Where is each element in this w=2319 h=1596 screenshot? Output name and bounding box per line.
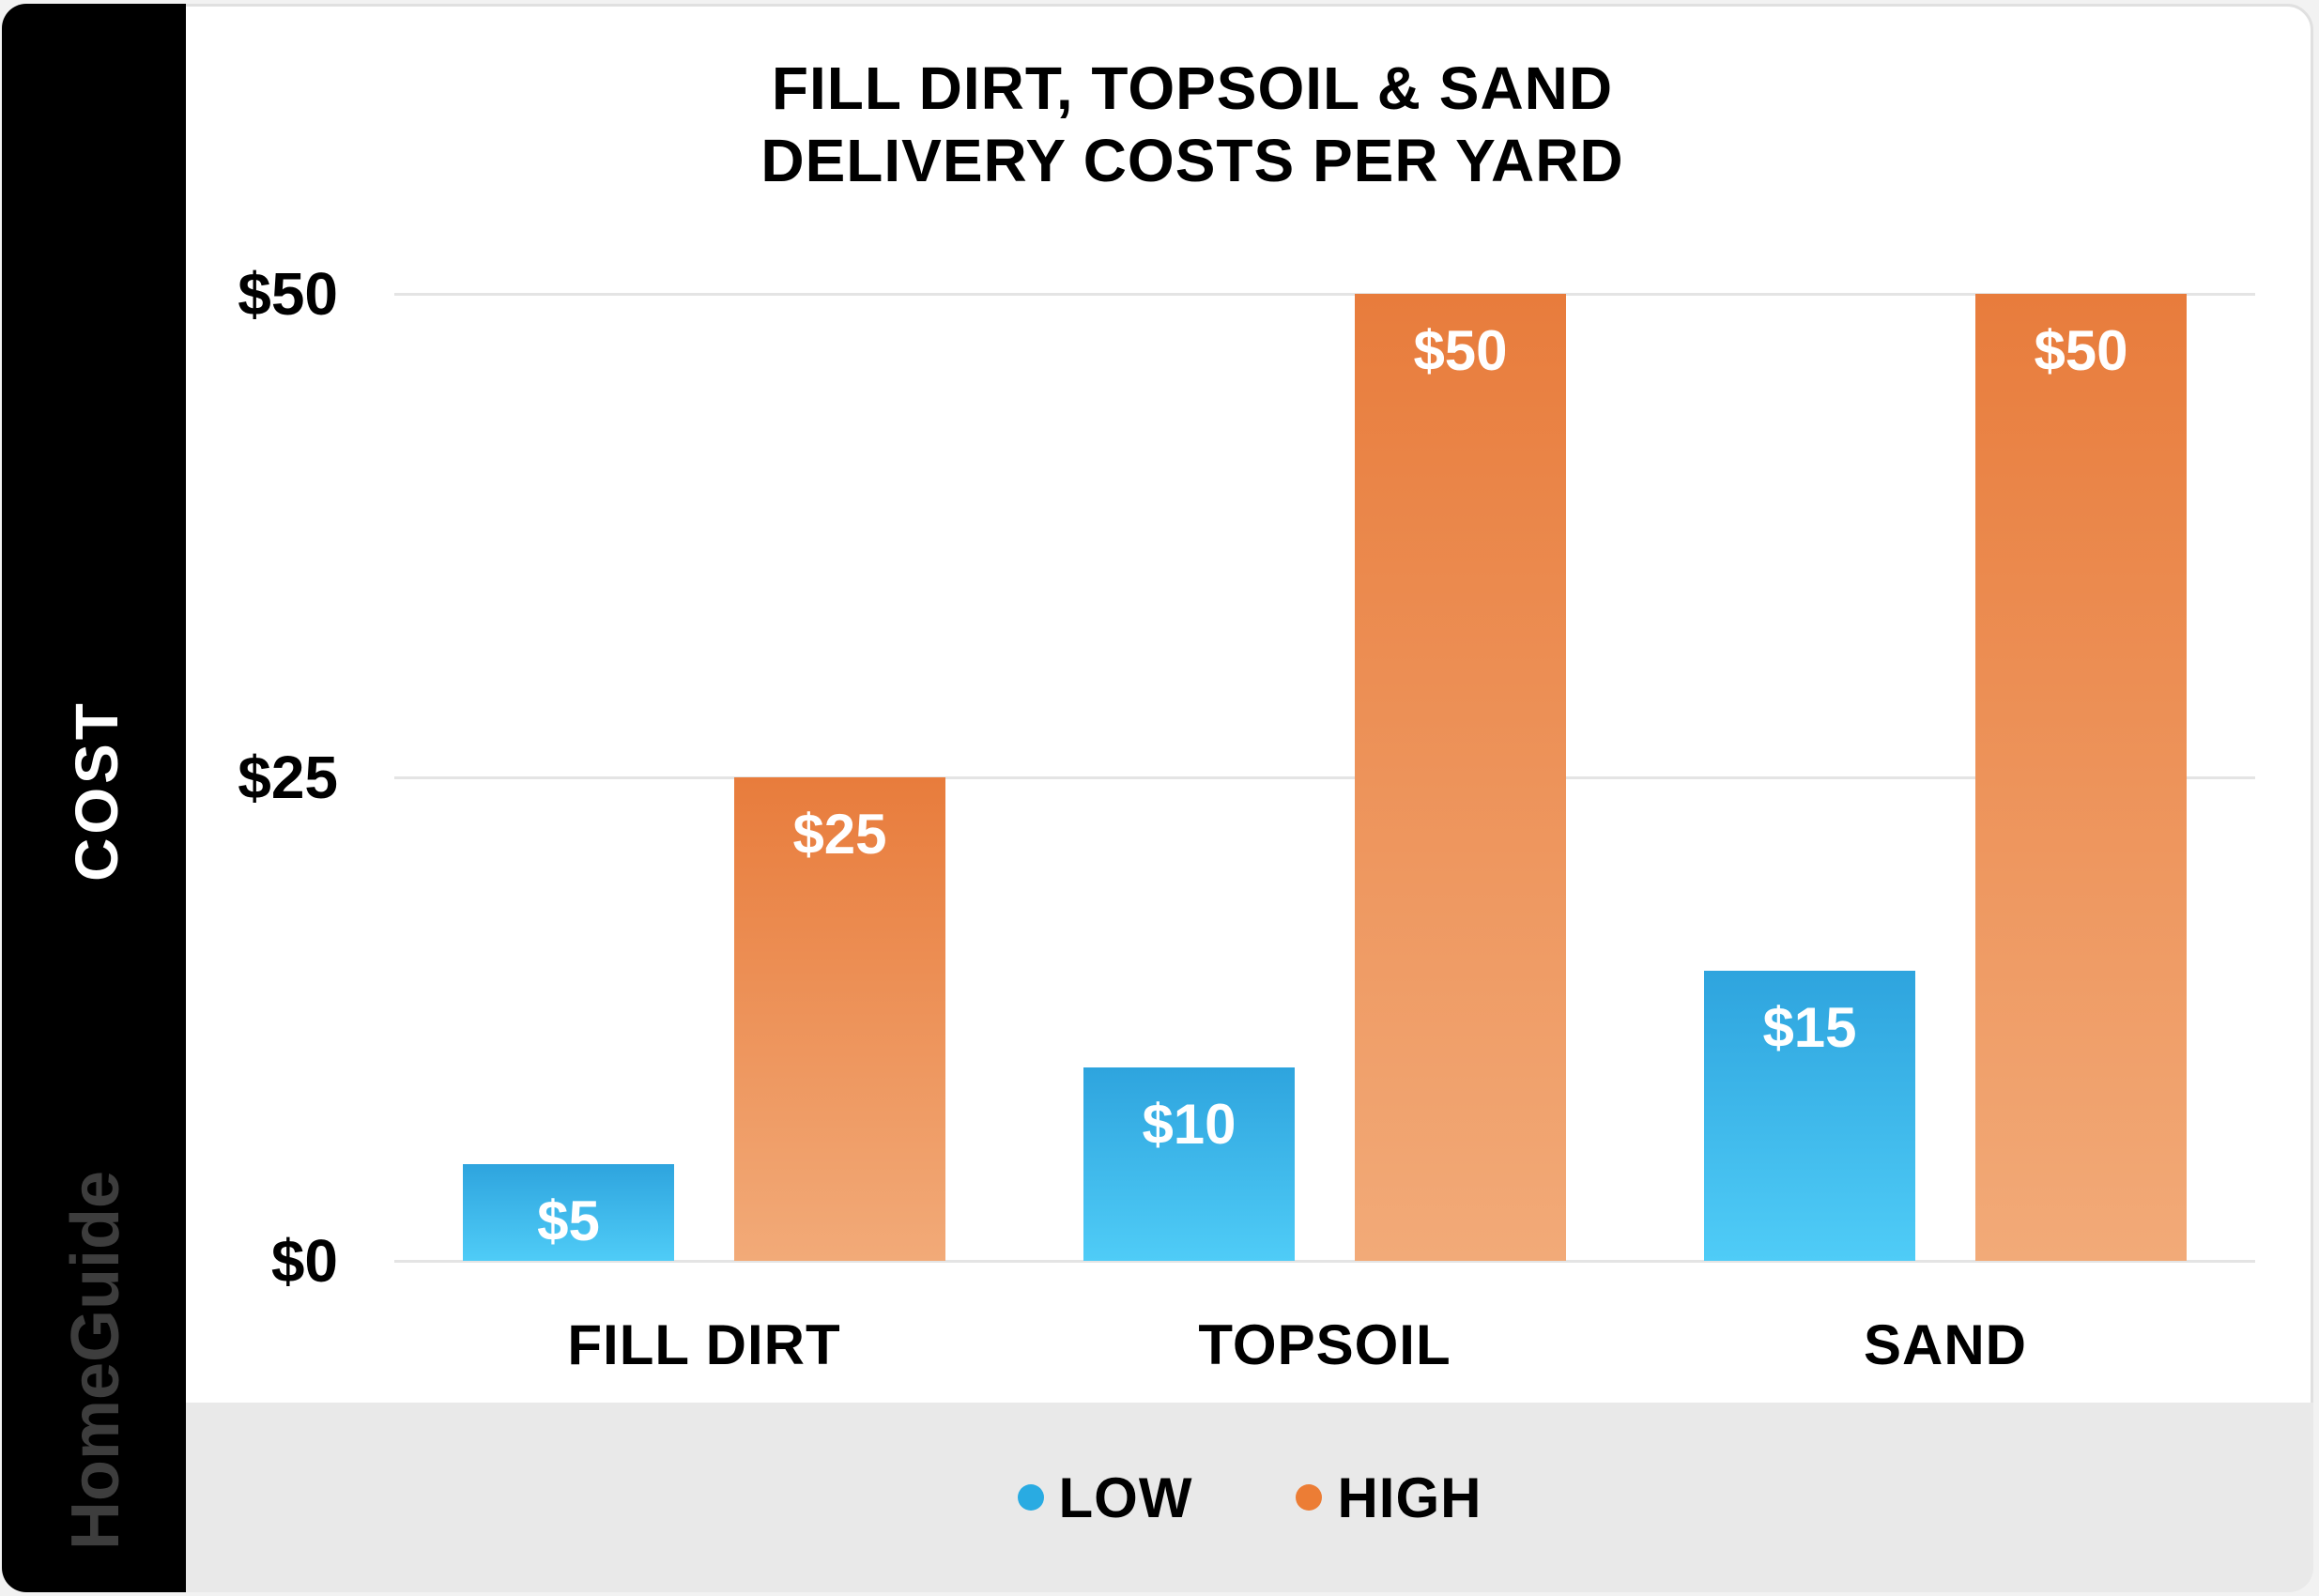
y-axis-title: COST — [63, 699, 131, 882]
brand-watermark: HomeGuide — [58, 1170, 133, 1551]
legend-label-low: LOW — [1058, 1466, 1193, 1529]
bar-value-label: $10 — [1142, 1093, 1236, 1156]
legend-label-high: HIGH — [1337, 1466, 1482, 1529]
bar-value-label: $25 — [792, 803, 887, 866]
legend: LOW HIGH — [1017, 1466, 1482, 1530]
y-tick-50: $50 — [238, 260, 338, 328]
chart-title-line-2: DELIVERY COSTS PER YARD — [760, 126, 1624, 194]
chart-title: FILL DIRT, TOPSOIL & SAND DELIVERY COSTS… — [253, 53, 2131, 197]
legend-item-high: HIGH — [1296, 1466, 1482, 1530]
bar-low-sand: $15 — [1704, 971, 1915, 1261]
x-label-sand: SAND — [1863, 1313, 2027, 1376]
legend-dot-high-icon — [1296, 1484, 1323, 1511]
gridline-0 — [394, 1260, 2255, 1263]
bar-value-label: $5 — [537, 1189, 600, 1252]
legend-item-low: LOW — [1017, 1466, 1193, 1530]
chart-title-line-1: FILL DIRT, TOPSOIL & SAND — [771, 54, 1614, 122]
gridline-50 — [394, 293, 2255, 296]
bar-high-topsoil: $50 — [1355, 294, 1566, 1261]
x-label-topsoil: TOPSOIL — [1198, 1313, 1451, 1376]
bar-low-fill-dirt: $5 — [463, 1164, 674, 1261]
legend-footer: LOW HIGH — [186, 1403, 2313, 1592]
x-label-fill-dirt: FILL DIRT — [567, 1313, 841, 1376]
chart-card — [2, 4, 2313, 1592]
left-sidebar: COST HomeGuide — [2, 4, 186, 1592]
y-tick-25: $25 — [238, 744, 338, 811]
bar-low-topsoil: $10 — [1083, 1067, 1295, 1261]
legend-dot-low-icon — [1017, 1484, 1044, 1511]
gridline-25 — [394, 776, 2255, 779]
y-tick-0: $0 — [270, 1227, 338, 1295]
bar-high-fill-dirt: $25 — [734, 777, 945, 1261]
bar-value-label: $50 — [2034, 319, 2128, 382]
bar-value-label: $15 — [1762, 996, 1857, 1059]
bar-high-sand: $50 — [1975, 294, 2187, 1261]
bar-value-label: $50 — [1413, 319, 1508, 382]
